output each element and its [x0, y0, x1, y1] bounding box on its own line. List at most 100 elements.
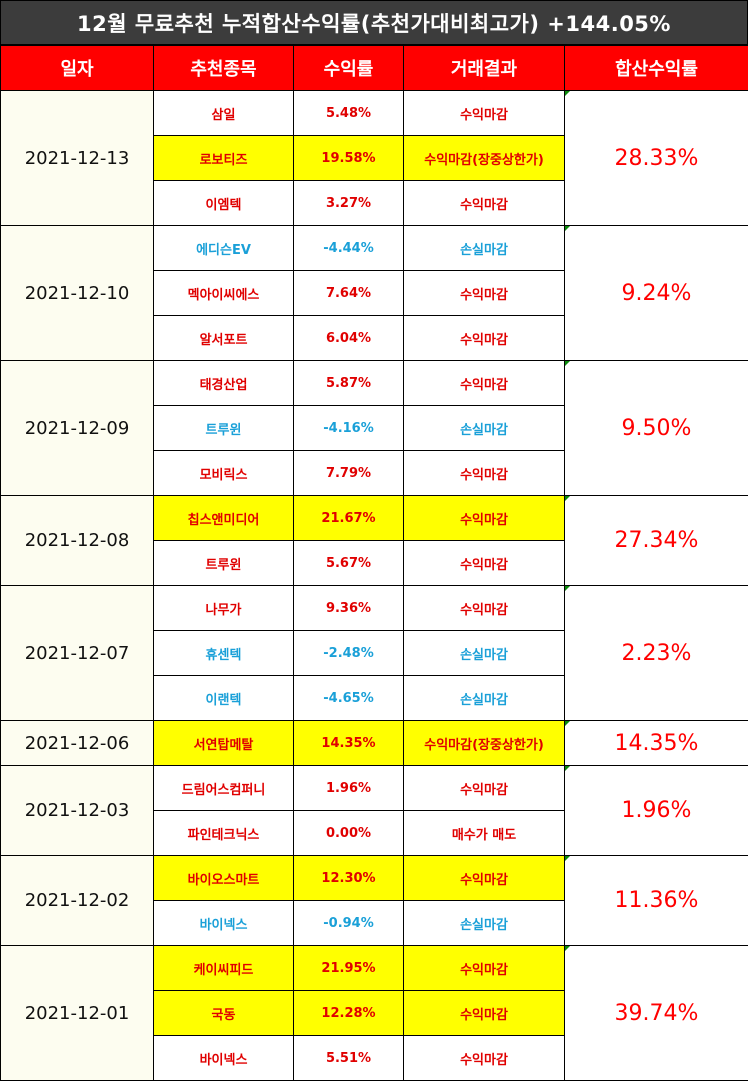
result-cell: 손실마감: [403, 225, 565, 271]
return-cell: 7.79%: [293, 450, 404, 496]
stock-name-cell: 에디슨EV: [153, 225, 294, 271]
sheet-title: 12월 무료추천 누적합산수익률(추천가대비최고가) +144.05%: [0, 0, 748, 45]
table-row: 2021-12-02 바이오스마트 12.30% 수익마감 11.36%: [0, 855, 748, 946]
table-row: 바이넥스 -0.94% 손실마감: [1, 900, 748, 946]
table-row: 이엠텍 3.27% 수익마감: [1, 180, 748, 226]
header-return: 수익률: [293, 45, 404, 91]
stock-name-cell: 삼일: [153, 90, 294, 136]
table-body: 2021-12-13 삼일 5.48% 수익마감 28.33% 로보티즈 19.58% 수익마…: [0, 90, 748, 1081]
date-cell: 2021-12-09: [0, 360, 154, 496]
result-cell: 수익마감: [403, 540, 565, 586]
stock-name-cell: 모비릭스: [153, 450, 294, 496]
return-cell: -4.65%: [293, 675, 404, 721]
stock-name-cell: 나무가: [153, 585, 294, 631]
result-cell: 수익마감: [403, 945, 565, 991]
return-cell: 12.28%: [293, 990, 404, 1036]
table-row: 이랜텍 -4.65% 손실마감: [1, 675, 748, 721]
return-cell: -4.44%: [293, 225, 404, 271]
stock-name-cell: 멕아이씨에스: [153, 270, 294, 316]
result-cell: 수익마감: [403, 90, 565, 136]
table-row: 모비릭스 7.79% 수익마감: [1, 450, 748, 496]
table-row: 국동 12.28% 수익마감: [1, 990, 748, 1036]
return-cell: 5.87%: [293, 360, 404, 406]
stock-name-cell: 케이씨피드: [153, 945, 294, 991]
header-total: 합산수익률: [564, 45, 748, 91]
stock-name-cell: 서연탑메탈: [153, 720, 294, 766]
table-row: 2021-12-07 나무가 9.36% 수익마감 2.23%: [0, 585, 748, 721]
header-row: 일자 추천종목 수익률 거래결과 합산수익률: [0, 45, 748, 91]
result-cell: 손실마감: [403, 675, 565, 721]
result-cell: 손실마감: [403, 630, 565, 676]
result-cell: 손실마감: [403, 900, 565, 946]
table-row: 2021-12-10 에디슨EV -4.44% 손실마감 9.24%: [0, 225, 748, 361]
header-date: 일자: [0, 45, 154, 91]
result-cell: 수익마감: [403, 360, 565, 406]
result-cell: 수익마감: [403, 585, 565, 631]
return-cell: 21.67%: [293, 495, 404, 541]
total-return-cell: 28.33%: [564, 90, 748, 226]
stock-name-cell: 바이오스마트: [153, 855, 294, 901]
return-cell: 14.35%: [293, 720, 404, 766]
stock-name-cell: 휴센텍: [153, 630, 294, 676]
stock-name-cell: 이랜텍: [153, 675, 294, 721]
return-cell: 5.67%: [293, 540, 404, 586]
return-cell: -2.48%: [293, 630, 404, 676]
date-cell: 2021-12-07: [0, 585, 154, 721]
stock-name-cell: 태경산업: [153, 360, 294, 406]
result-cell: 수익마감: [403, 855, 565, 901]
table-row: 2021-12-01 케이씨피드 21.95% 수익마감 39.74%: [0, 945, 748, 1081]
result-cell: 수익마감: [403, 495, 565, 541]
stock-name-cell: 바이넥스: [153, 1035, 294, 1081]
date-cell: 2021-12-03: [0, 765, 154, 856]
total-return-cell: 39.74%: [564, 945, 748, 1081]
stock-name-cell: 파인테크닉스: [153, 810, 294, 856]
date-cell: 2021-12-10: [0, 225, 154, 361]
date-cell: 2021-12-02: [0, 855, 154, 946]
return-cell: -4.16%: [293, 405, 404, 451]
stock-name-cell: 국동: [153, 990, 294, 1036]
total-return-cell: 2.23%: [564, 585, 748, 721]
stock-name-cell: 바이넥스: [153, 900, 294, 946]
header-result: 거래결과: [403, 45, 565, 91]
return-cell: 1.96%: [293, 765, 404, 811]
result-cell: 수익마감: [403, 270, 565, 316]
date-cell: 2021-12-06: [0, 720, 154, 766]
return-cell: 6.04%: [293, 315, 404, 361]
result-cell: 매수가 매도: [403, 810, 565, 856]
return-cell: -0.94%: [293, 900, 404, 946]
result-cell: 수익마감: [403, 765, 565, 811]
table-row: 2021-12-06 서연탑메탈 14.35% 수익마감(장중상한가) 14.35%: [0, 720, 748, 766]
total-return-cell: 9.50%: [564, 360, 748, 496]
result-cell: 수익마감(장중상한가): [403, 135, 565, 181]
table-row: 알서포트 6.04% 수익마감: [1, 315, 748, 361]
stock-name-cell: 트루윈: [153, 405, 294, 451]
table-row: 바이넥스 5.51% 수익마감: [1, 1035, 748, 1081]
stock-name-cell: 드림어스컴퍼니: [153, 765, 294, 811]
table-row: 트루윈 -4.16% 손실마감: [1, 405, 748, 451]
total-return-cell: 11.36%: [564, 855, 748, 946]
table-row: 멕아이씨에스 7.64% 수익마감: [1, 270, 748, 316]
table-row: 2021-12-03 드림어스컴퍼니 1.96% 수익마감 1.96%: [0, 765, 748, 856]
total-return-cell: 1.96%: [564, 765, 748, 856]
result-cell: 손실마감: [403, 405, 565, 451]
result-cell: 수익마감: [403, 315, 565, 361]
return-cell: 5.48%: [293, 90, 404, 136]
total-return-cell: 14.35%: [564, 720, 748, 766]
date-cell: 2021-12-13: [0, 90, 154, 226]
return-cell: 5.51%: [293, 1035, 404, 1081]
stock-name-cell: 이엠텍: [153, 180, 294, 226]
return-cell: 9.36%: [293, 585, 404, 631]
return-cell: 12.30%: [293, 855, 404, 901]
result-cell: 수익마감(장중상한가): [403, 720, 565, 766]
stock-name-cell: 트루윈: [153, 540, 294, 586]
stock-name-cell: 알서포트: [153, 315, 294, 361]
result-cell: 수익마감: [403, 180, 565, 226]
table-row: 로보티즈 19.58% 수익마감(장중상한가): [1, 135, 748, 181]
header-stock: 추천종목: [153, 45, 294, 91]
total-return-cell: 27.34%: [564, 495, 748, 586]
table-row: 2021-12-13 삼일 5.48% 수익마감 28.33%: [0, 90, 748, 226]
result-cell: 수익마감: [403, 450, 565, 496]
table-row: 2021-12-08 칩스앤미디어 21.67% 수익마감 27.34%: [0, 495, 748, 586]
table-row: 2021-12-09 태경산업 5.87% 수익마감 9.50%: [0, 360, 748, 496]
